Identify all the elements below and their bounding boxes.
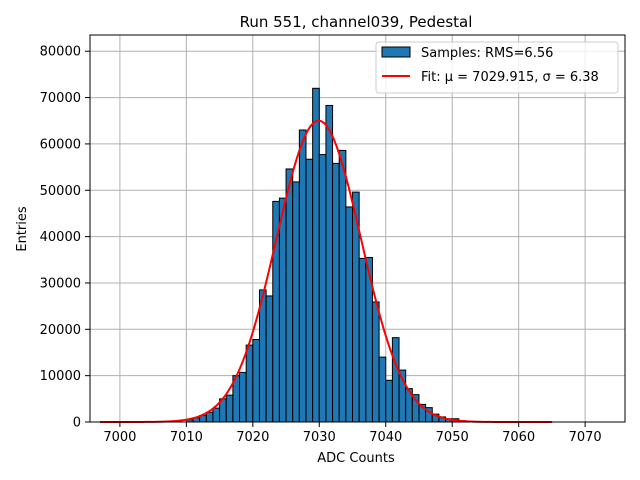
legend: Samples: RMS=6.56 Fit: μ = 7029.915, σ =… (375, 41, 619, 94)
legend-box (375, 41, 619, 94)
y-tick-label: 20000 (40, 323, 81, 338)
legend-fit-label: Fit: μ = 7029.915, σ = 6.38 (421, 70, 599, 85)
histogram-bar (332, 162, 340, 423)
x-tick-label: 7000 (103, 430, 136, 445)
chart-title: Run 551, channel039, Pedestal (240, 13, 473, 31)
legend-samples-label: Samples: RMS=6.56 (421, 46, 553, 61)
x-axis-ticks: 7000 7010 7020 7030 7040 7050 7060 7070 (103, 422, 602, 445)
y-tick-label: 10000 (40, 369, 81, 384)
y-tick-label: 70000 (40, 91, 81, 106)
histogram-bar (245, 344, 254, 423)
x-tick-label: 7060 (502, 430, 535, 445)
histogram-bar (298, 129, 307, 423)
histogram-bar (358, 257, 367, 423)
histogram-bar (278, 197, 287, 423)
y-tick-label: 40000 (40, 230, 81, 245)
y-tick-label: 60000 (40, 137, 81, 152)
histogram-bar (205, 411, 214, 423)
y-tick-label: 30000 (40, 276, 81, 291)
y-tick-label: 0 (73, 416, 81, 431)
plot-frame (89, 34, 626, 423)
histogram-bar (239, 371, 247, 423)
histogram-bar (265, 295, 274, 423)
histogram-bar (312, 87, 320, 423)
histogram-bar (285, 168, 294, 423)
histogram-bar (318, 154, 327, 423)
histogram-bar (371, 301, 380, 423)
histogram-bar (378, 356, 387, 423)
histogram-bar (212, 407, 221, 423)
histogram-bar (391, 337, 400, 423)
x-tick-label: 7040 (369, 430, 402, 445)
x-tick-label: 7020 (236, 430, 269, 445)
histogram-bar (385, 379, 393, 423)
x-tick-label: 7010 (170, 430, 203, 445)
y-axis-ticks: 0 10000 20000 30000 40000 50000 60000 70000 8000… (40, 45, 90, 431)
y-tick-label: 50000 (40, 184, 81, 199)
histogram-bar (345, 206, 354, 423)
y-axis-label: Entries (15, 206, 30, 252)
histogram-bar (252, 339, 260, 423)
y-tick-label: 80000 (40, 45, 81, 60)
histogram-bar (305, 158, 314, 423)
x-tick-label: 7050 (436, 430, 469, 445)
histogram-bars (185, 87, 473, 423)
histogram-bar (258, 289, 267, 423)
histogram-bar (325, 104, 334, 423)
x-tick-label: 7070 (569, 430, 602, 445)
x-tick-label: 7030 (303, 430, 336, 445)
histogram-bar (292, 181, 300, 423)
x-axis-label: ADC Counts (317, 451, 395, 466)
histogram-bar (225, 394, 234, 423)
histogram-bar (338, 149, 347, 423)
legend-samples-swatch (381, 46, 411, 58)
